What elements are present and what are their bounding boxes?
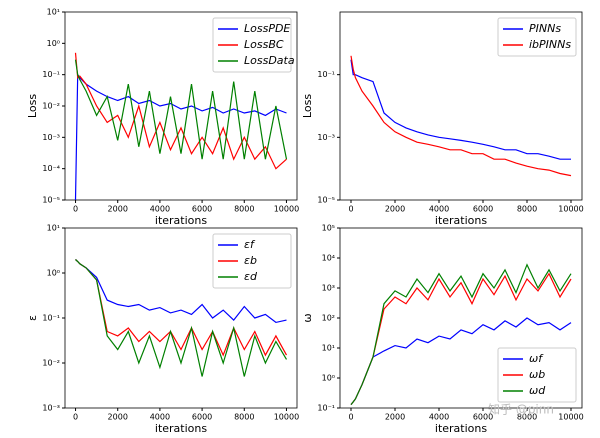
x-tick-label: 0 [73, 413, 78, 422]
x-tick-label: 4000 [429, 205, 449, 214]
y-axis-label: Loss [26, 94, 39, 118]
y-tick-label: 10⁻⁴ [42, 164, 60, 173]
y-tick-label: 10⁻³ [42, 404, 60, 413]
legend-label: LossBC [244, 38, 284, 51]
y-tick-label: 10⁵ [322, 224, 335, 233]
x-axis-label: iterations [155, 214, 207, 227]
x-tick-label: 2000 [108, 205, 128, 214]
y-axis-label: ε [26, 315, 39, 321]
legend-label: ωb [529, 368, 545, 381]
x-tick-label: 10000 [558, 205, 583, 214]
watermark: 知乎 @pinn [488, 403, 554, 417]
legend-label: PINNs [529, 22, 561, 35]
x-tick-label: 8000 [517, 205, 537, 214]
series-line [350, 55, 572, 177]
y-tick-label: 10⁻⁵ [42, 196, 60, 205]
series-line [75, 259, 288, 377]
series-line [74, 59, 288, 160]
y-tick-label: 10⁻⁵ [317, 196, 335, 205]
legend-label: ibPINNs [529, 38, 571, 51]
series-line [75, 259, 287, 324]
x-tick-label: 2000 [108, 413, 128, 422]
series-line [74, 52, 287, 170]
legend-label: εd [244, 270, 258, 283]
y-axis-label: ω [301, 313, 314, 322]
x-tick-label: 4000 [150, 205, 170, 214]
x-tick-label: 6000 [473, 205, 493, 214]
y-tick-label: 10³ [322, 284, 335, 293]
x-tick-label: 6000 [192, 205, 212, 214]
x-tick-label: 4000 [429, 413, 449, 422]
x-tick-label: 10000 [274, 413, 299, 422]
x-tick-label: 0 [73, 205, 78, 214]
series-line [350, 59, 571, 160]
y-tick-label: 10⁻² [42, 102, 60, 111]
y-tick-label: 10⁻¹ [42, 314, 60, 323]
x-tick-label: 10000 [274, 205, 299, 214]
y-tick-label: 10¹ [47, 224, 60, 233]
y-tick-label: 10⁰ [47, 39, 60, 48]
x-tick-label: 2000 [385, 413, 405, 422]
legend-label: LossPDE [244, 22, 290, 35]
x-axis-label: iterations [435, 214, 487, 227]
legend-box [497, 347, 577, 403]
x-tick-label: 8000 [517, 413, 537, 422]
x-tick-label: 6000 [473, 413, 493, 422]
y-tick-label: 10⁻² [42, 359, 60, 368]
x-tick-label: 0 [348, 205, 353, 214]
x-axis-label: iterations [155, 422, 207, 435]
legend-label: εb [244, 254, 257, 267]
x-tick-label: 0 [348, 413, 353, 422]
x-tick-label: 4000 [150, 413, 170, 422]
plot-frame [339, 11, 583, 201]
y-tick-label: 10⁻³ [42, 133, 60, 142]
x-tick-label: 8000 [234, 413, 254, 422]
legend-label: ωf [529, 352, 544, 365]
x-tick-label: 6000 [192, 413, 212, 422]
x-tick-label: 2000 [385, 205, 405, 214]
series-line [74, 72, 287, 201]
legend-label: ωd [529, 384, 546, 397]
y-tick-label: 10⁻¹ [317, 70, 335, 79]
legend-box [212, 233, 292, 289]
y-tick-label: 10¹ [322, 344, 335, 353]
series-line [350, 263, 572, 405]
y-tick-label: 10⁰ [47, 269, 60, 278]
y-tick-label: 10⁻¹ [317, 404, 335, 413]
y-tick-label: 10⁰ [322, 374, 335, 383]
legend-label: εf [244, 238, 256, 251]
y-axis-label: Loss [301, 94, 314, 118]
legend-label: LossData [244, 54, 295, 67]
y-tick-label: 10⁻³ [317, 133, 335, 142]
y-tick-label: 10¹ [47, 8, 60, 17]
x-tick-label: 8000 [234, 205, 254, 214]
x-axis-label: iterations [435, 422, 487, 435]
x-tick-label: 10000 [558, 413, 583, 422]
legend-box [212, 17, 292, 73]
y-tick-label: 10² [322, 314, 335, 323]
y-tick-label: 10⁻¹ [42, 70, 60, 79]
y-tick-label: 10⁴ [322, 254, 335, 263]
legend-box [497, 17, 577, 57]
